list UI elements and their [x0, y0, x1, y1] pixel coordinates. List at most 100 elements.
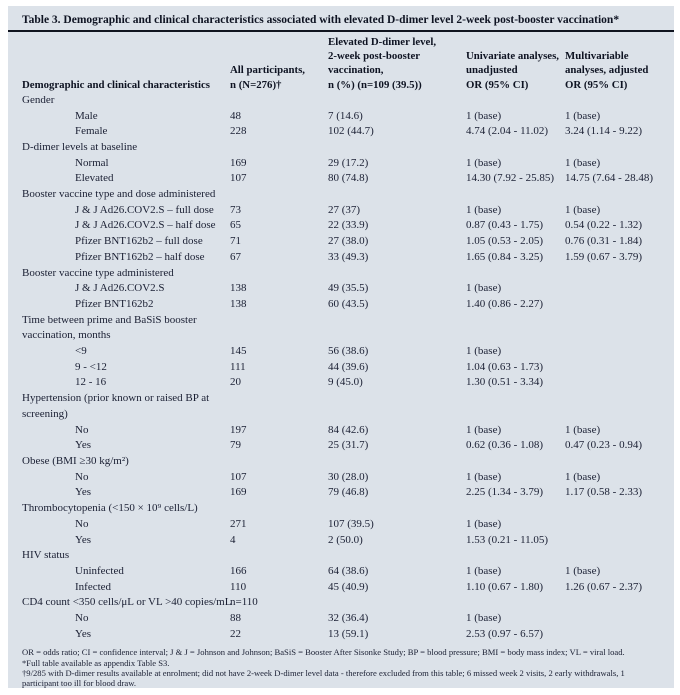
univariate-or: 1 (base) [466, 345, 502, 358]
characteristic-label: 9 - <12 [75, 360, 107, 373]
section-header-note [230, 187, 328, 203]
data-row: Pfizer BNT162b2 – half dose 67 33 (49.3) 1.… [22, 250, 660, 266]
all-participants-n: 111 [230, 360, 246, 373]
empty-cell [328, 313, 466, 344]
univariate-or: 1 (base) [466, 156, 502, 169]
elevated-ddimer-n-pct: 9 (45.0) [328, 376, 363, 389]
characteristic-label: Male [75, 109, 98, 122]
elevated-ddimer-n-pct: 32 (36.4) [328, 612, 369, 625]
empty-cell [328, 187, 466, 203]
elevated-ddimer-n-pct: 2 (50.0) [328, 533, 363, 546]
characteristic-label: Elevated [75, 172, 114, 185]
empty-cell [565, 391, 660, 422]
empty-cell [466, 501, 565, 517]
univariate-or: 1 (base) [466, 282, 502, 295]
univariate-or: 2.25 (1.34 - 3.79) [466, 486, 543, 499]
all-participants-n: 107 [230, 470, 247, 483]
all-participants-n: 228 [230, 125, 247, 138]
multivariable-or: 1.59 (0.67 - 3.79) [565, 250, 642, 263]
data-row: Yes 79 25 (31.7) 0.62 (0.36 - 1.08) 0.47 (0.… [22, 438, 660, 454]
empty-cell [466, 454, 565, 470]
footnote-asterisk: *Full table available as appendix Table … [22, 657, 170, 668]
data-row: No 197 84 (42.6) 1 (base) 1 (base) [22, 423, 660, 439]
multivariable-or [565, 344, 660, 360]
all-participants-n: 110 [230, 580, 247, 593]
characteristic-label: Normal [75, 156, 109, 169]
characteristic-label: Infected [75, 580, 112, 593]
characteristic-label: Pfizer BNT162b2 – full dose [75, 235, 203, 248]
section-header-note [230, 391, 328, 422]
all-participants-n: 22 [230, 627, 241, 640]
data-row: Normal 169 29 (17.2) 1 (base) 1 (base) [22, 156, 660, 172]
characteristic-label: 12 - 16 [75, 376, 107, 389]
section-header-row: Booster vaccine type administered [22, 266, 660, 282]
multivariable-or: 1 (base) [565, 564, 601, 577]
characteristic-label: <9 [75, 345, 87, 358]
empty-cell [565, 595, 660, 611]
characteristic-label: Pfizer BNT162b2 [75, 297, 154, 310]
section-header-row: HIV status [22, 548, 660, 564]
univariate-or: 0.87 (0.43 - 1.75) [466, 219, 543, 232]
multivariable-or: 1.26 (0.67 - 2.37) [565, 580, 642, 593]
univariate-or: 1 (base) [466, 564, 502, 577]
characteristic-label: J & J Ad26.COV2.S – full dose [75, 203, 214, 216]
table-body: Gender Male 48 7 (14.6) 1 (base) 1 (base) Fema… [22, 93, 660, 643]
all-participants-n: 107 [230, 172, 247, 185]
elevated-ddimer-n-pct: 60 (43.5) [328, 297, 369, 310]
empty-cell [565, 93, 660, 109]
empty-cell [328, 548, 466, 564]
empty-cell [565, 313, 660, 344]
empty-cell [466, 187, 565, 203]
section-header-label: HIV status [22, 549, 70, 562]
section-header-label: Booster vaccine type and dose administer… [22, 188, 216, 201]
univariate-or: 1 (base) [466, 109, 502, 122]
section-header-label: Thrombocytopenia (<150 × 10⁹ cells/L) [22, 502, 198, 515]
data-row: Male 48 7 (14.6) 1 (base) 1 (base) [22, 109, 660, 125]
all-participants-n: 138 [230, 297, 247, 310]
elevated-ddimer-n-pct: 7 (14.6) [328, 109, 363, 122]
multivariable-or: 0.76 (0.31 - 1.84) [565, 235, 642, 248]
table-title: Table 3. Demographic and clinical charac… [22, 14, 620, 26]
data-row: 12 - 16 20 9 (45.0) 1.30 (0.51 - 3.34) [22, 375, 660, 391]
multivariable-or [565, 517, 660, 533]
data-row: No 107 30 (28.0) 1 (base) 1 (base) [22, 470, 660, 486]
section-header-row: Thrombocytopenia (<150 × 10⁹ cells/L) [22, 501, 660, 517]
data-row: Infected 110 45 (40.9) 1.10 (0.67 - 1.80) 1.… [22, 580, 660, 596]
univariate-or: 14.30 (7.92 - 25.85) [466, 172, 554, 185]
multivariable-or: 0.47 (0.23 - 0.94) [565, 439, 642, 452]
all-participants-n: 4 [230, 533, 236, 546]
elevated-ddimer-n-pct: 44 (39.6) [328, 360, 369, 373]
section-header-note [230, 266, 328, 282]
univariate-or: 1 (base) [466, 517, 502, 530]
section-header-note [230, 501, 328, 517]
multivariable-or: 1 (base) [565, 203, 601, 216]
multivariable-or: 1 (base) [565, 109, 601, 122]
elevated-ddimer-n-pct: 80 (74.8) [328, 172, 369, 185]
multivariable-or [565, 375, 660, 391]
col-header-elevated-ddimer: Elevated D-dimer level, 2-week post-boos… [328, 36, 437, 91]
empty-cell [565, 140, 660, 156]
characteristic-label: J & J Ad26.COV2.S [75, 282, 165, 295]
empty-cell [328, 140, 466, 156]
data-row: J & J Ad26.COV2.S – full dose 73 27 (37) 1 … [22, 203, 660, 219]
empty-cell [466, 595, 565, 611]
multivariable-or: 1.17 (0.58 - 2.33) [565, 486, 642, 499]
section-header-row: Gender [22, 93, 660, 109]
col-header-characteristics: Demographic and clinical characteristics [22, 78, 211, 91]
table-header: Demographic and clinical characteristics… [22, 32, 660, 93]
elevated-ddimer-n-pct: 25 (31.7) [328, 439, 369, 452]
all-participants-n: 271 [230, 517, 247, 530]
section-header-label: Time between prime and BaSiS booster vac… [22, 313, 197, 342]
empty-cell [328, 501, 466, 517]
multivariable-or: 1 (base) [565, 423, 601, 436]
data-row: Elevated 107 80 (74.8) 14.30 (7.92 - 25.85)… [22, 171, 660, 187]
empty-cell [565, 187, 660, 203]
univariate-or: 1 (base) [466, 203, 502, 216]
all-participants-n: 79 [230, 439, 241, 452]
all-participants-n: 20 [230, 376, 241, 389]
section-header-note: n=110 [230, 596, 258, 609]
data-row: 9 - <12 111 44 (39.6) 1.04 (0.63 - 1.73) [22, 360, 660, 376]
multivariable-or [565, 627, 660, 643]
characteristic-label: Yes [75, 533, 92, 546]
multivariable-or [565, 281, 660, 297]
